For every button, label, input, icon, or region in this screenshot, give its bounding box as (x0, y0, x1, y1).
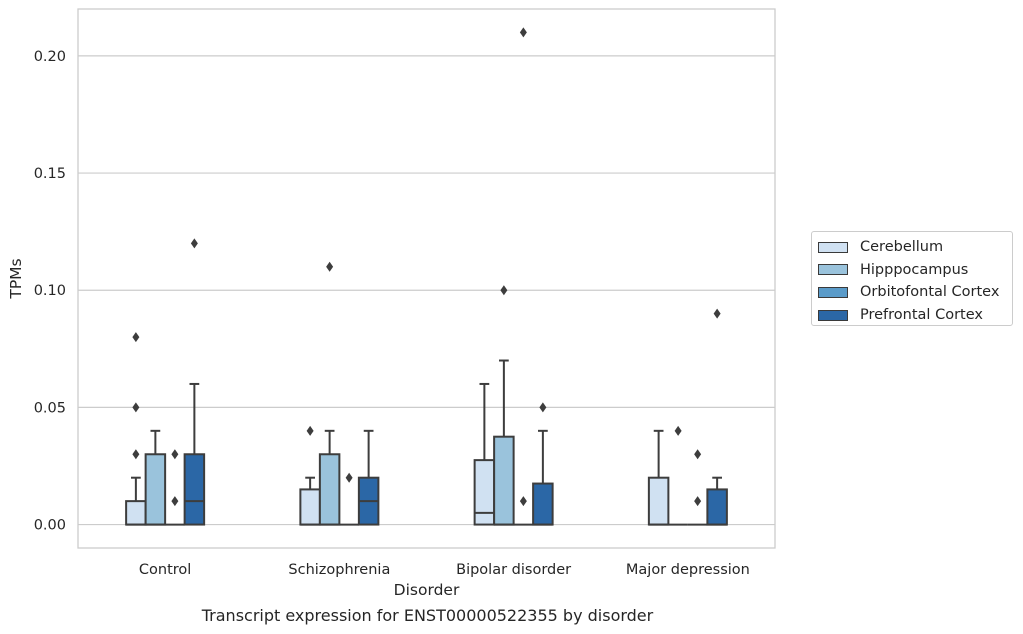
outlier-point (519, 496, 527, 507)
figure-caption: Transcript expression for ENST0000052235… (201, 606, 654, 625)
outlier-point (694, 496, 702, 507)
legend-label-hippocampus: Hipppocampus (860, 261, 969, 278)
legend-label-prefrontal: Prefrontal Cortex (860, 307, 983, 324)
box-0-3 (647, 476, 670, 526)
plot-frame (77, 8, 776, 549)
outlier-point (345, 472, 353, 483)
x-tick-label: Major depression (626, 562, 750, 578)
outlier-point (190, 238, 198, 249)
box-3-2 (532, 482, 554, 526)
legend-item-hippocampus: Hipppocampus (818, 259, 1012, 282)
outlier-point (306, 425, 314, 436)
y-tick-label: 0.10 (34, 283, 66, 299)
legend-item-prefrontal: Prefrontal Cortex (818, 304, 1012, 327)
legend-swatch-hippocampus (818, 264, 848, 276)
outlier-point (674, 425, 682, 436)
legend-label-cerebellum: Cerebellum (860, 239, 944, 256)
y-tick-label: 0.20 (34, 49, 66, 65)
box-3-0 (183, 453, 206, 526)
box-1-2 (493, 435, 515, 526)
outlier-point (519, 27, 527, 38)
outlier-point (132, 449, 140, 460)
box-3-3 (706, 488, 728, 526)
legend-item-orbitofrontal: Orbitofontal Cortex (818, 281, 1012, 304)
legend: Cerebellum Hipppocampus Orbitofontal Cor… (811, 231, 1013, 326)
legend-swatch-prefrontal (818, 309, 848, 321)
outlier-point (132, 332, 140, 343)
outlier-point (171, 449, 179, 460)
box-0-0 (125, 500, 147, 526)
outlier-point (713, 308, 721, 319)
x-axis-label: Disorder (394, 581, 460, 599)
box-1-0 (144, 453, 167, 526)
outlier-point (326, 261, 334, 272)
legend-swatch-cerebellum (818, 241, 848, 253)
box-1-1 (318, 453, 341, 526)
outlier-point (132, 402, 140, 413)
outlier-point (694, 449, 702, 460)
y-tick-label: 0.05 (34, 400, 66, 416)
legend-item-cerebellum: Cerebellum (818, 236, 1012, 259)
x-tick-label: Schizophrenia (288, 562, 390, 578)
y-tick-label: 0.15 (34, 166, 66, 182)
box-0-2 (473, 459, 496, 526)
y-tick-label: 0.00 (34, 518, 66, 534)
x-tick-label: Bipolar disorder (456, 562, 571, 578)
outlier-point (539, 402, 547, 413)
outlier-point (171, 496, 179, 507)
outlier-point (500, 285, 508, 296)
legend-label-orbitofrontal: Orbitofontal Cortex (860, 284, 1000, 301)
legend-swatch-orbitofrontal (818, 286, 848, 298)
box-0-1 (299, 488, 321, 526)
x-tick-label: Control (139, 562, 191, 578)
y-axis-label: TPMs (7, 258, 25, 299)
